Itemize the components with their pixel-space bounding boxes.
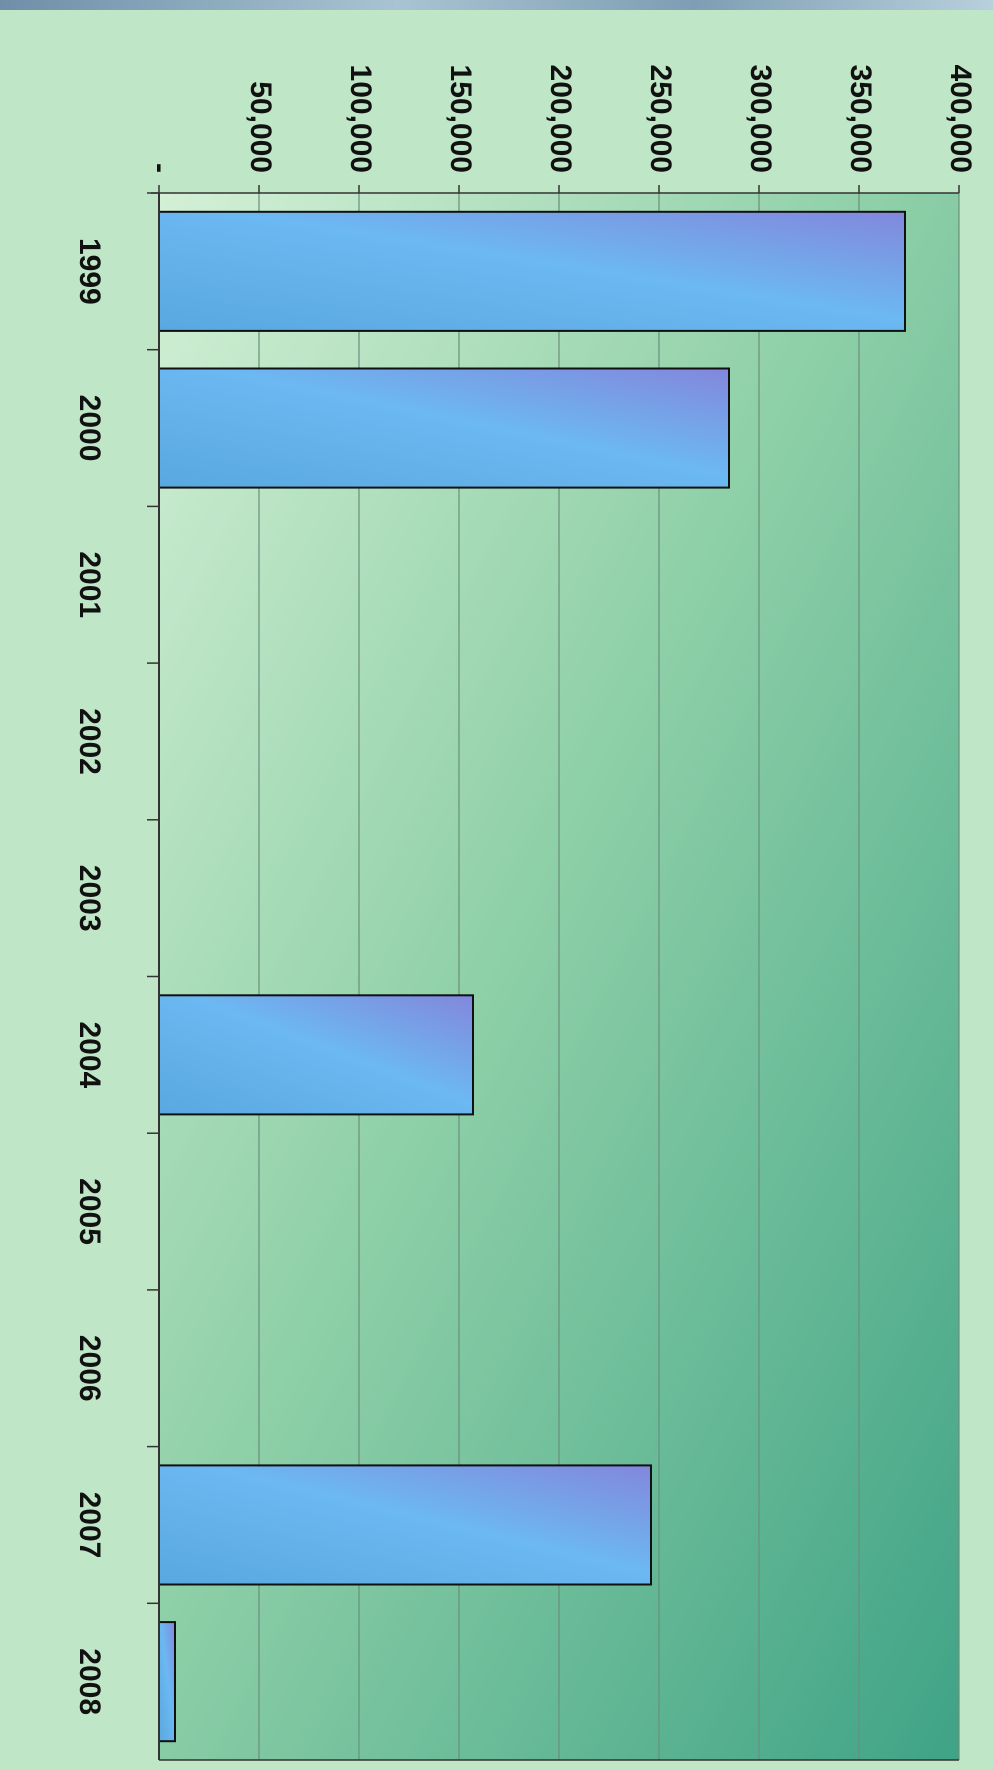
bar-1999 [158, 210, 906, 332]
category-label-2004: 2004 [73, 1021, 106, 1088]
category-label-2006: 2006 [73, 1335, 106, 1402]
photo-strip [0, 0, 993, 10]
category-label-2000: 2000 [73, 395, 106, 462]
category-label-2005: 2005 [73, 1178, 106, 1245]
bar-2000 [158, 367, 730, 489]
value-tick-label: - [144, 163, 177, 173]
bar-2004 [158, 994, 474, 1116]
value-tick-label: 300,000 [744, 65, 777, 173]
value-tick-label: 200,000 [544, 65, 577, 173]
value-tick-label: 250,000 [644, 65, 677, 173]
category-label-2003: 2003 [73, 865, 106, 932]
category-label-2008: 2008 [73, 1648, 106, 1715]
value-tick-label: 100,000 [344, 65, 377, 173]
axes [147, 185, 960, 1761]
value-tick-label: 150,000 [444, 65, 477, 173]
category-label-1999: 1999 [73, 238, 106, 305]
category-label-2001: 2001 [73, 551, 106, 618]
value-tick-label: 50,000 [244, 81, 277, 173]
value-tick-label: 400,000 [944, 65, 977, 173]
category-label-2002: 2002 [73, 708, 106, 775]
bars [158, 210, 906, 1743]
bar-2007 [158, 1464, 652, 1586]
category-label-2007: 2007 [73, 1492, 106, 1559]
bar-2008 [158, 1621, 176, 1743]
value-tick-label: 350,000 [844, 65, 877, 173]
tick-labels: - 50,000 100,000 150,000 200,000 250,000 300,0… [73, 65, 977, 1715]
